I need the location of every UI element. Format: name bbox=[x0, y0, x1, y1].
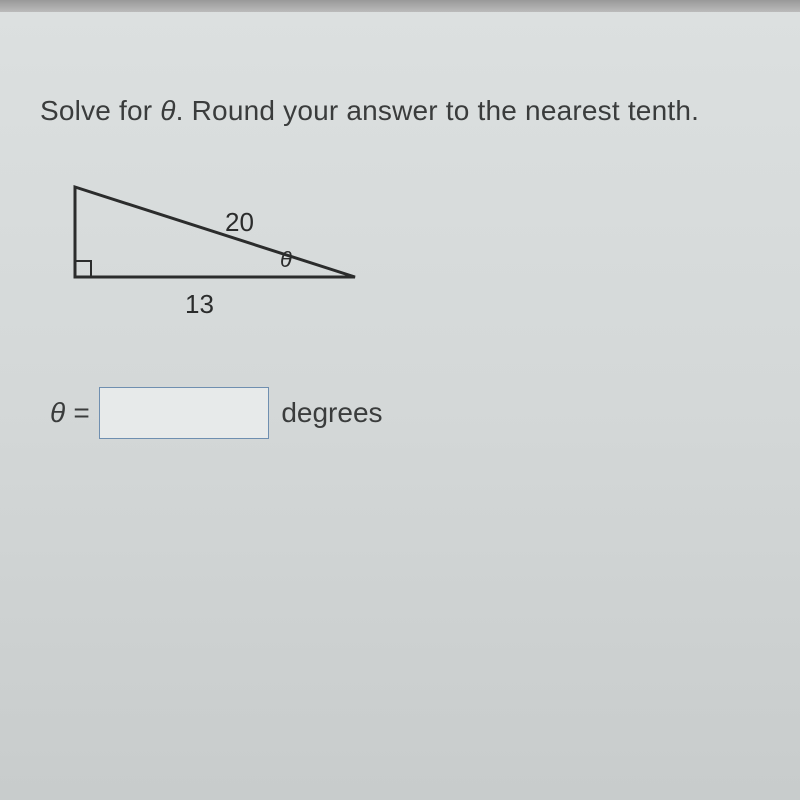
triangle-diagram: 20 13 θ bbox=[55, 177, 375, 347]
triangle-svg bbox=[55, 177, 375, 347]
question-container: Solve for θ. Round your answer to the ne… bbox=[0, 0, 800, 479]
answer-units: degrees bbox=[281, 397, 382, 429]
angle-theta-label: θ bbox=[280, 247, 292, 273]
question-suffix: . Round your answer to the nearest tenth… bbox=[176, 95, 699, 126]
hypotenuse-label: 20 bbox=[225, 207, 254, 238]
answer-row: θ = degrees bbox=[50, 387, 760, 439]
answer-input[interactable] bbox=[99, 387, 269, 439]
answer-lhs: θ = bbox=[50, 397, 89, 429]
question-text: Solve for θ. Round your answer to the ne… bbox=[40, 95, 760, 127]
right-angle-icon bbox=[75, 261, 91, 277]
question-prefix: Solve for bbox=[40, 95, 160, 126]
question-variable: θ bbox=[160, 95, 175, 126]
triangle-shape bbox=[75, 187, 355, 277]
base-label: 13 bbox=[185, 289, 214, 320]
